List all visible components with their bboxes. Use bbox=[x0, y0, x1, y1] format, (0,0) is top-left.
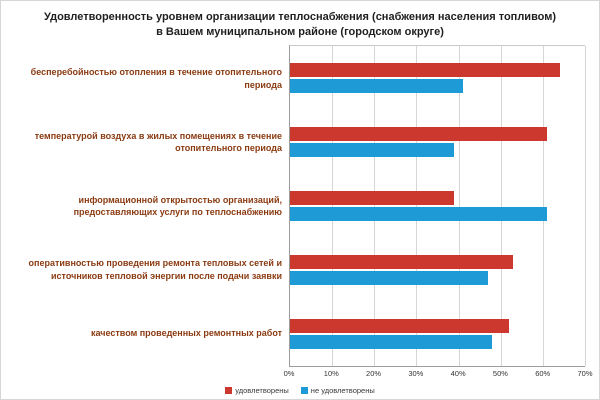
bar-не-удовлетворены bbox=[290, 206, 548, 221]
chart-body: бесперебойностью отопления в течение ото… bbox=[1, 44, 599, 367]
bar-удовлетворены bbox=[290, 254, 514, 269]
legend-swatch bbox=[225, 386, 233, 394]
x-axis-tick-label: 70% bbox=[577, 369, 593, 378]
gridline bbox=[458, 45, 460, 366]
gridlines bbox=[290, 45, 586, 366]
category-labels: бесперебойностью отопления в течение ото… bbox=[1, 45, 289, 367]
bar-не-удовлетворены bbox=[290, 78, 463, 93]
x-axis-tick-label: 0% bbox=[283, 369, 295, 378]
legend-label: не удовлетворены bbox=[310, 385, 375, 395]
bar-не-удовлетворены bbox=[290, 334, 493, 349]
x-axis-labels: 0% 10% 20% 30% 40% 50% 60% 70% bbox=[284, 367, 593, 381]
legend-swatch bbox=[300, 386, 308, 394]
bar-rows bbox=[290, 46, 585, 366]
x-axis-tick-label: 10% bbox=[323, 369, 339, 378]
x-axis-tick-label: 40% bbox=[450, 369, 466, 378]
category-label: информационной открытостью организаций, … bbox=[73, 194, 282, 217]
category-label: оперативностью проведения ремонта теплов… bbox=[28, 258, 282, 281]
x-axis: 0% 10% 20% 30% 40% 50% 60% 70% bbox=[1, 367, 599, 381]
bar-row bbox=[290, 174, 585, 238]
legend: удовлетворены не удовлетворены bbox=[1, 381, 599, 399]
bar-удовлетворены bbox=[290, 62, 560, 77]
gridline bbox=[374, 45, 376, 366]
category-label: бесперебойностью отопления в течение ото… bbox=[30, 67, 282, 90]
bar-не-удовлетворены bbox=[290, 270, 489, 285]
x-axis-tick-label: 60% bbox=[535, 369, 551, 378]
gridline bbox=[542, 45, 544, 366]
bar-row bbox=[290, 238, 585, 302]
bar-не-удовлетворены bbox=[290, 142, 455, 157]
gridline bbox=[332, 45, 334, 366]
bar-row bbox=[290, 110, 585, 174]
x-axis-tick-label: 50% bbox=[492, 369, 508, 378]
gridline bbox=[416, 45, 418, 366]
bar-row bbox=[290, 46, 585, 110]
legend-label: удовлетворены bbox=[235, 385, 289, 395]
gridline bbox=[585, 45, 586, 366]
x-axis-tick-label: 20% bbox=[366, 369, 382, 378]
bar-удовлетворены bbox=[290, 126, 548, 141]
category-label: качеством проведенных ремонтных работ bbox=[90, 328, 282, 339]
bar-удовлетворены bbox=[290, 318, 510, 333]
plot-area bbox=[289, 44, 586, 367]
x-axis-tick-label: 30% bbox=[408, 369, 424, 378]
gridline bbox=[500, 45, 502, 366]
bar-row bbox=[290, 302, 585, 366]
chart-title: Удовлетворенность уровнем организации те… bbox=[43, 11, 557, 39]
category-label: температурой воздуха в жилых помещениях … bbox=[34, 131, 282, 154]
legend-item: удовлетворены bbox=[225, 386, 289, 395]
legend-item: не удовлетворены bbox=[300, 385, 375, 395]
bar-удовлетворены bbox=[290, 190, 455, 205]
